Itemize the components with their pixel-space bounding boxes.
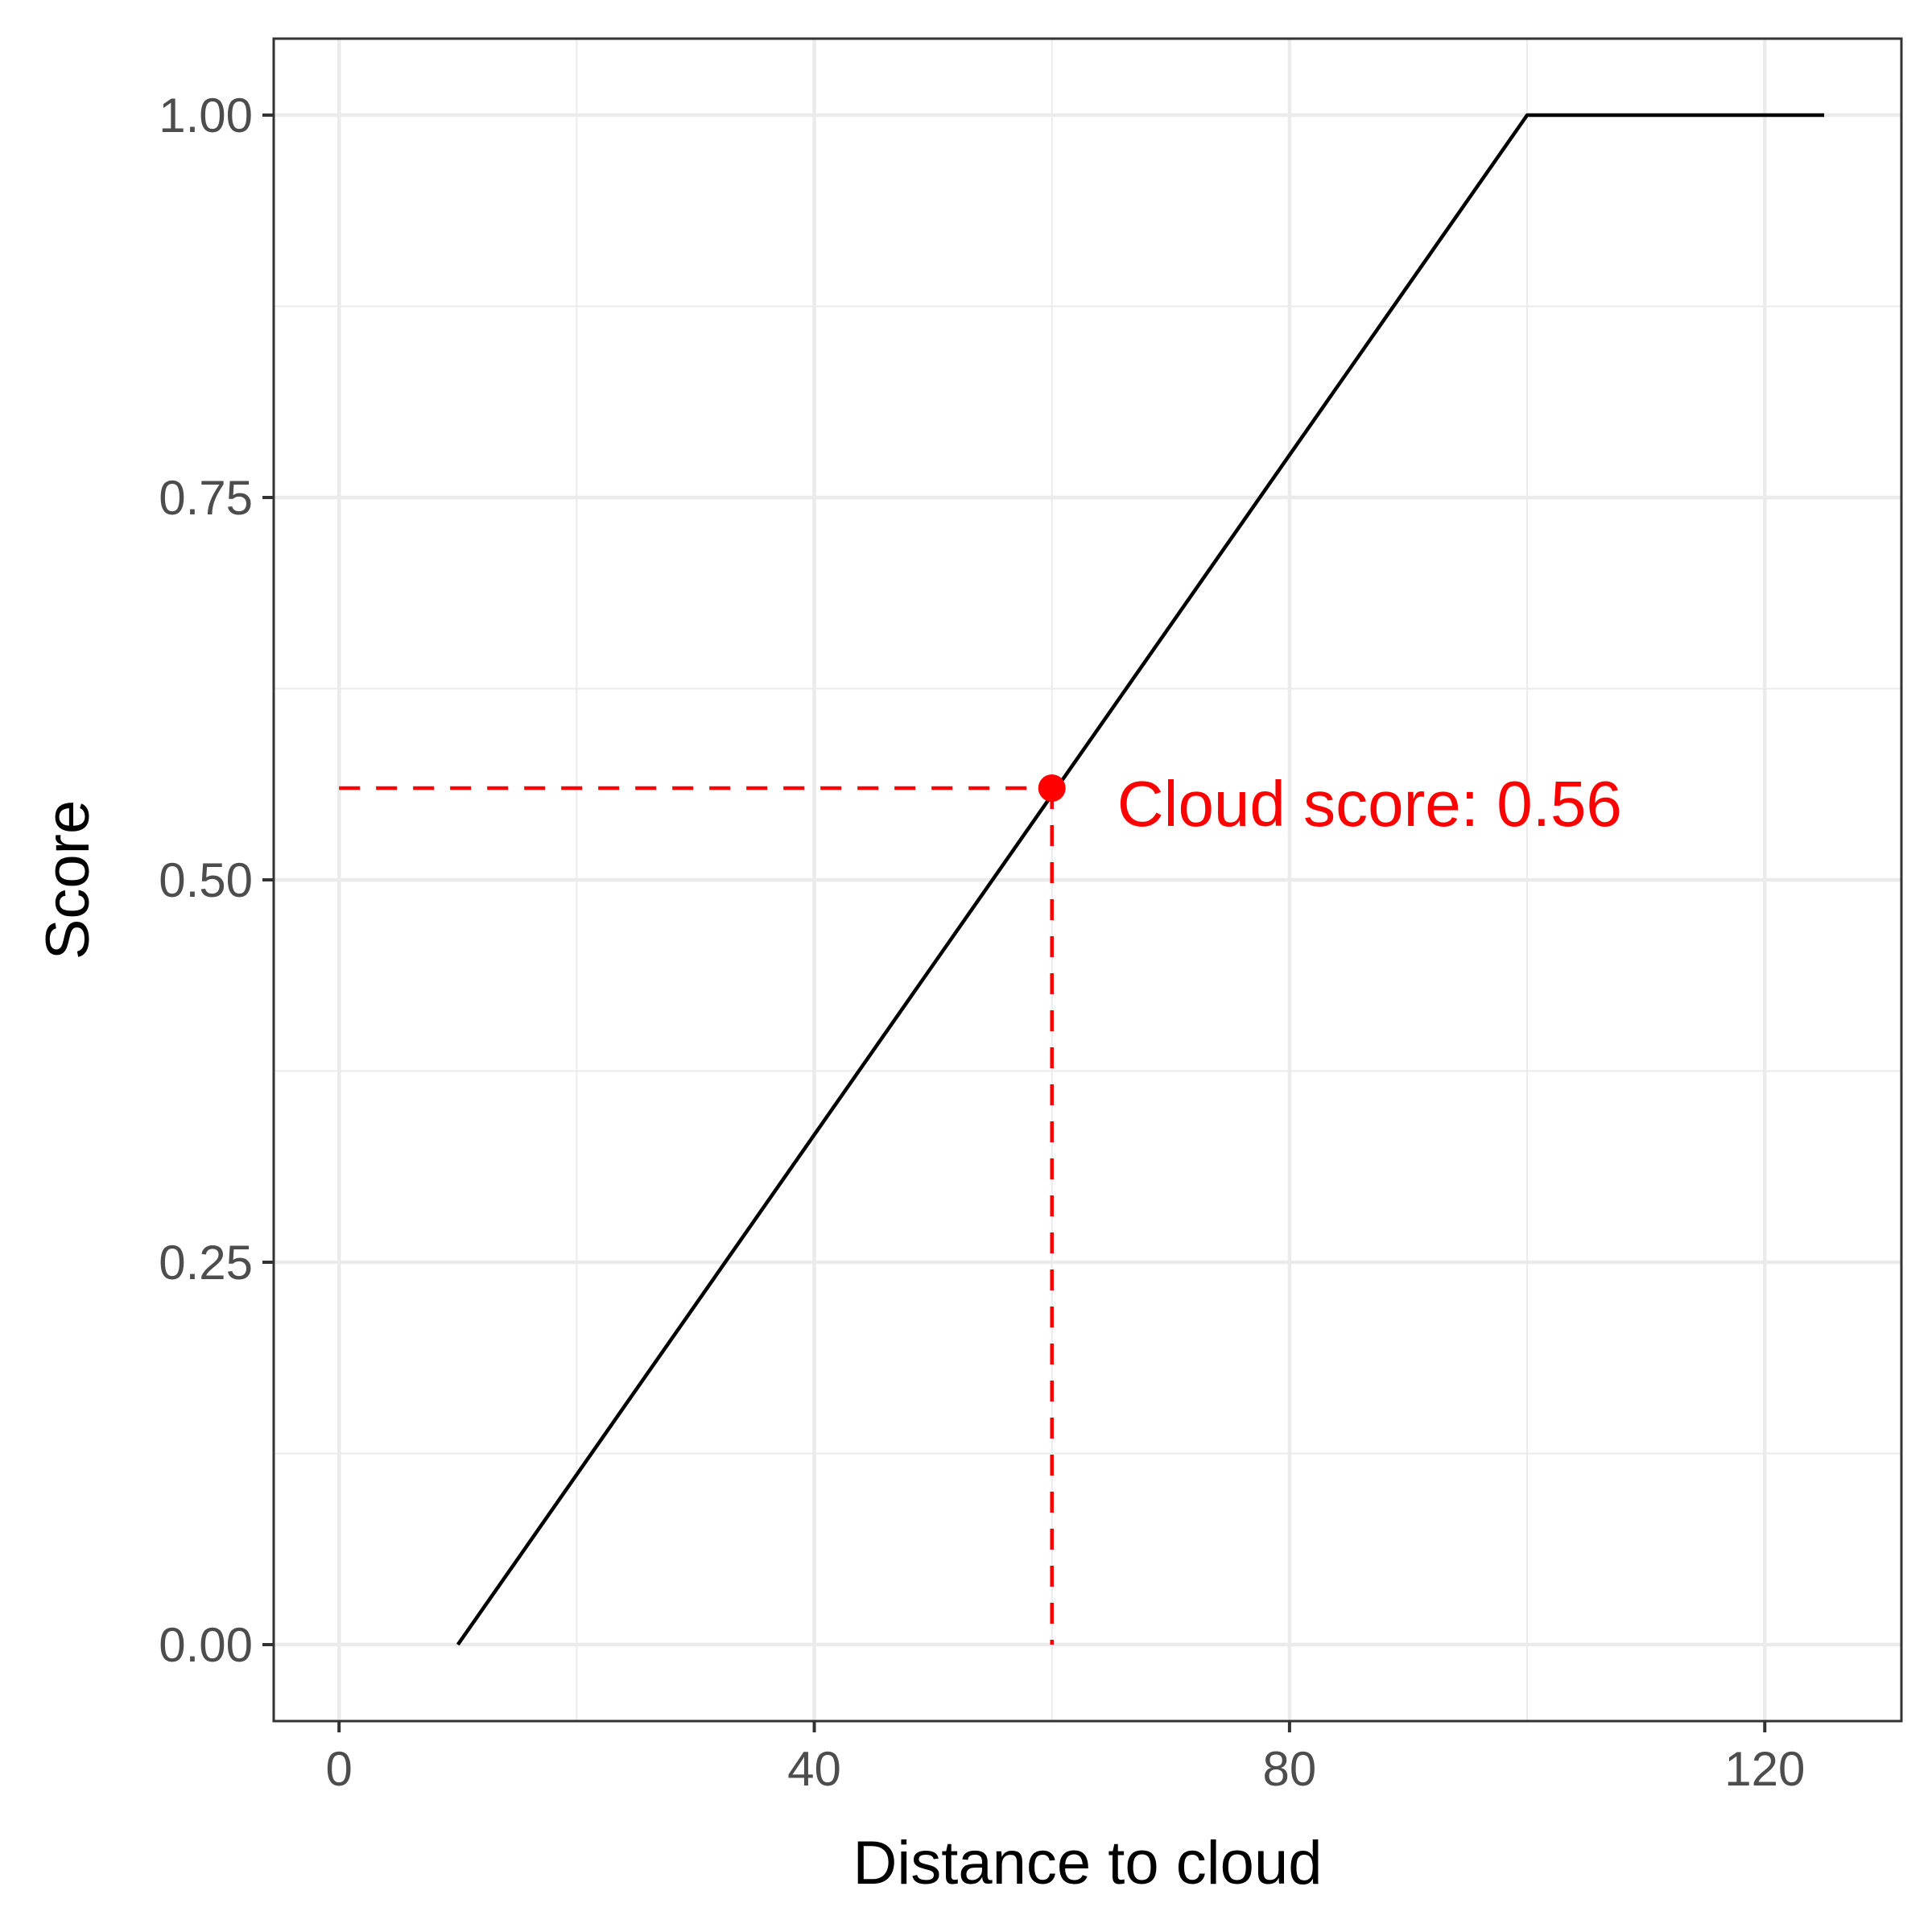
score-line bbox=[456, 113, 1825, 1646]
guide-lines bbox=[339, 786, 1054, 1645]
major-gridlines bbox=[274, 39, 1901, 1721]
y-tick-label: 1.00 bbox=[159, 89, 253, 142]
x-tick-label: 80 bbox=[1263, 1742, 1317, 1796]
x-tick-label: 40 bbox=[787, 1742, 841, 1796]
y-tick-label: 0.25 bbox=[159, 1236, 253, 1290]
cloud-score-annotation: Cloud score: 0.56 bbox=[1117, 768, 1622, 840]
y-tick-label: 0.00 bbox=[159, 1618, 253, 1672]
data-series bbox=[456, 113, 1825, 1646]
cloud-score-point bbox=[1038, 774, 1066, 802]
y-tick-label: 0.50 bbox=[159, 853, 253, 907]
tick-labels: 0 40 80 120 0.00 0.25 0.50 0.75 1.00 bbox=[159, 89, 1805, 1796]
y-tick-label: 0.75 bbox=[159, 471, 253, 525]
axis-ticks bbox=[262, 114, 1767, 1732]
highlight-marker bbox=[1038, 774, 1066, 802]
x-tick-label: 120 bbox=[1724, 1742, 1805, 1796]
y-axis-title: Score bbox=[34, 800, 102, 960]
x-axis-title: Distance to cloud bbox=[853, 1829, 1323, 1897]
x-tick-label: 0 bbox=[325, 1742, 352, 1796]
